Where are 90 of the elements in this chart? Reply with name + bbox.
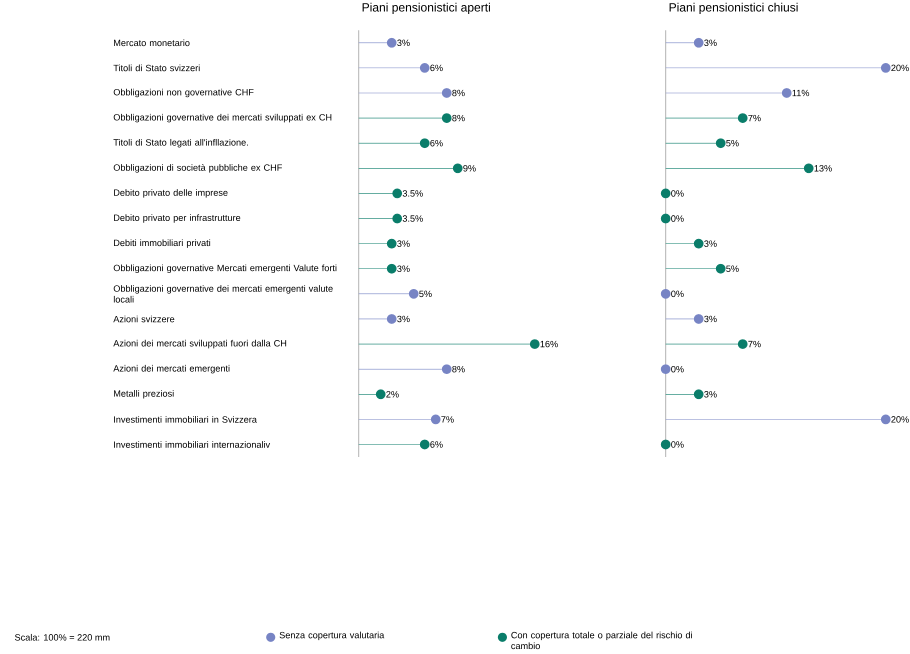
point: [694, 389, 704, 400]
data-label: 7%: [748, 340, 761, 348]
data-label: 0%: [671, 290, 684, 298]
data-label: 6%: [430, 441, 443, 448]
y-tick-label: Titoli di Stato legati all'infllazione.: [113, 139, 248, 148]
y-tick-label: Obbligazioni di società pubbliche ex CHF: [114, 164, 282, 173]
data-label: 0%: [671, 441, 684, 448]
data-label: 3%: [397, 40, 410, 46]
chart-title: Piani pensionistici aperti: [362, 2, 490, 14]
point: [660, 440, 671, 450]
data-label: 6%: [430, 140, 443, 147]
data-label: 11%: [792, 90, 810, 96]
point: [782, 88, 792, 98]
point: [694, 238, 704, 249]
data-label: 16%: [540, 340, 558, 348]
data-label: 3%: [397, 316, 410, 322]
point: [408, 289, 419, 299]
data-label: 13%: [814, 165, 832, 172]
data-label: 3.5%: [402, 190, 423, 197]
point: [420, 63, 430, 73]
data-label: 7%: [748, 114, 761, 122]
data-label: 3.5%: [402, 215, 423, 222]
data-label: 8%: [452, 90, 465, 96]
y-tick-label: Investimenti immobiliari in Svizzera: [114, 416, 257, 423]
y-tick-label: Obbligazioni governative dei mercati sviluppati ex CH: [114, 114, 332, 122]
data-label: 3%: [397, 266, 410, 272]
point: [386, 38, 397, 48]
point: [442, 88, 452, 98]
data-label: 8%: [452, 114, 465, 122]
point: [880, 63, 891, 73]
point: [660, 364, 671, 374]
y-tick-label: Debito privato delle imprese: [114, 189, 228, 198]
y-tick-label: Azioni dei mercati sviluppati fuori dalla CH: [113, 340, 286, 348]
data-label: 3%: [704, 391, 717, 398]
data-label: 9%: [463, 165, 476, 172]
data-label: 20%: [891, 64, 909, 72]
y-tick-label: Azioni dei mercati emergenti: [113, 364, 230, 374]
point: [530, 339, 540, 349]
data-label: 2%: [386, 391, 399, 398]
point: [442, 113, 452, 124]
point: [452, 164, 463, 174]
y-tick-label: Debito privato per infrastrutture: [114, 214, 240, 223]
data-label: 3%: [704, 40, 717, 46]
data-label: 0%: [671, 215, 684, 222]
legend-label: Senza copertura valutaria: [280, 632, 384, 640]
y-tick-label: Debiti immobiliari privati: [114, 239, 210, 248]
data-label: 5%: [726, 266, 739, 272]
y-tick-label: Metalli preziosi: [114, 390, 174, 399]
data-label: 20%: [891, 416, 909, 423]
chart-title: Piani pensionistici chiusi: [670, 2, 798, 14]
point: [660, 214, 671, 224]
point: [430, 414, 441, 424]
point: [386, 314, 397, 324]
data-label: 0%: [671, 366, 684, 372]
data-label: 3%: [704, 240, 717, 247]
point: [804, 164, 814, 174]
point: [694, 314, 704, 324]
point: [442, 364, 452, 374]
data-label: 5%: [419, 290, 432, 298]
point: [660, 289, 671, 299]
data-label: 7%: [441, 416, 454, 423]
point: [386, 264, 397, 274]
y-tick-label: Obbligazioni governative dei mercati emergenti valute locali: [114, 285, 333, 303]
point: [738, 113, 748, 124]
point: [694, 38, 704, 48]
point: [386, 238, 397, 249]
y-tick-label: Obbligazioni governative Mercati emergenti Valute forti: [114, 264, 336, 274]
legend-label: Con copertura totale o parziale del rischio di cambio: [511, 632, 692, 650]
point: [880, 414, 891, 424]
data-label: 3%: [704, 316, 717, 322]
text: Scala: 100% = 220 mm: [14, 634, 110, 641]
data-label: 6%: [430, 64, 443, 72]
data-label: 5%: [726, 140, 739, 146]
point: [420, 138, 430, 148]
point: [392, 188, 402, 198]
point: [376, 389, 386, 400]
y-tick-label: Azioni svizzere: [113, 316, 174, 322]
point: [738, 339, 748, 349]
y-tick-label: Investimenti immobiliari internazionaliv: [114, 441, 270, 448]
data-label: 0%: [671, 190, 684, 197]
point: [660, 188, 671, 198]
y-tick-label: Obbligazioni non governative CHF: [114, 88, 254, 98]
point: [716, 264, 726, 274]
y-tick-label: Titoli di Stato svizzeri: [113, 64, 200, 72]
point: [392, 214, 402, 224]
y-tick-label: Mercato monetario: [114, 39, 190, 46]
point: [716, 138, 726, 148]
data-label: 8%: [452, 366, 465, 372]
data-label: 3%: [397, 240, 410, 247]
point: [420, 440, 430, 450]
